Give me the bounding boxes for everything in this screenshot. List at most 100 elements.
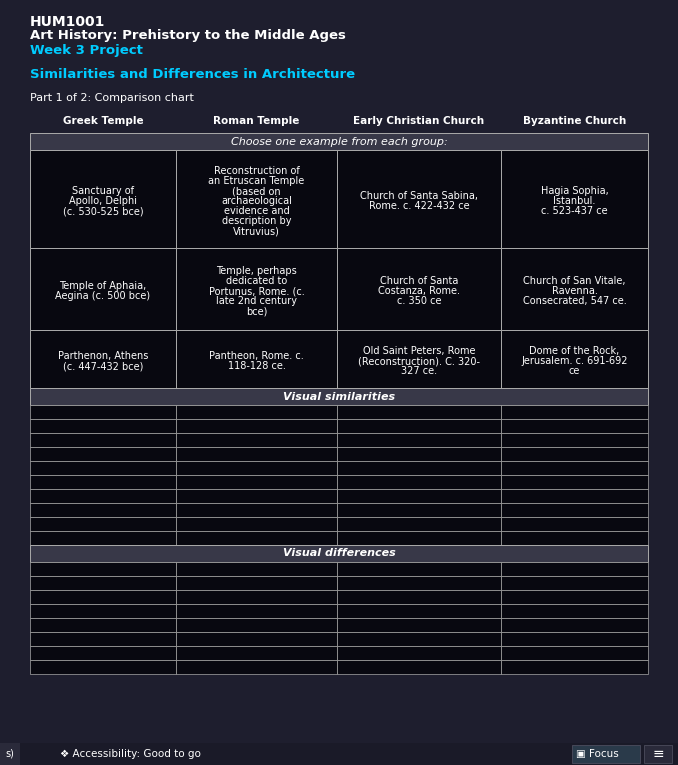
Bar xyxy=(176,646,337,660)
Bar xyxy=(501,618,648,632)
Text: Church of Santa: Church of Santa xyxy=(380,276,458,286)
Bar xyxy=(176,517,337,531)
Bar xyxy=(337,461,501,475)
Text: Byzantine Church: Byzantine Church xyxy=(523,116,626,126)
Bar xyxy=(501,150,648,248)
Bar xyxy=(501,248,648,330)
Text: Early Christian Church: Early Christian Church xyxy=(353,116,485,126)
Text: an Etruscan Temple: an Etruscan Temple xyxy=(208,176,304,186)
Text: Vitruvius): Vitruvius) xyxy=(233,226,280,236)
Bar xyxy=(30,660,176,674)
Bar xyxy=(30,576,176,590)
Bar xyxy=(501,576,648,590)
Text: ce: ce xyxy=(569,366,580,376)
Text: ▣ Focus: ▣ Focus xyxy=(576,749,619,759)
Text: evidence and: evidence and xyxy=(224,206,290,216)
Text: Parthenon, Athens: Parthenon, Athens xyxy=(58,351,148,361)
Bar xyxy=(337,447,501,461)
Bar xyxy=(176,150,337,248)
Bar xyxy=(501,475,648,489)
Text: Reconstruction of: Reconstruction of xyxy=(214,166,300,176)
Bar xyxy=(176,419,337,433)
Text: Consecrated, 547 ce.: Consecrated, 547 ce. xyxy=(523,296,626,306)
Bar xyxy=(30,503,176,517)
Bar xyxy=(501,433,648,447)
Bar xyxy=(30,133,648,150)
Bar xyxy=(0,743,20,765)
Bar xyxy=(176,405,337,419)
Text: Choose one example from each group:: Choose one example from each group: xyxy=(231,136,447,147)
Bar xyxy=(337,562,501,576)
Text: c. 523-437 ce: c. 523-437 ce xyxy=(541,206,607,216)
Text: Dome of the Rock,: Dome of the Rock, xyxy=(530,346,620,356)
Text: (c. 530-525 bce): (c. 530-525 bce) xyxy=(62,206,143,216)
Bar xyxy=(30,604,176,618)
Bar xyxy=(176,433,337,447)
Text: 327 ce.: 327 ce. xyxy=(401,366,437,376)
Bar xyxy=(501,604,648,618)
Bar xyxy=(501,419,648,433)
Bar xyxy=(501,461,648,475)
Bar xyxy=(176,447,337,461)
Bar xyxy=(176,503,337,517)
Text: dedicated to: dedicated to xyxy=(226,276,287,286)
Bar xyxy=(30,330,176,388)
Bar xyxy=(30,517,176,531)
Bar xyxy=(501,330,648,388)
Text: Jerusalem. c. 691-692: Jerusalem. c. 691-692 xyxy=(521,356,628,366)
Bar xyxy=(176,489,337,503)
Text: HUM1001: HUM1001 xyxy=(30,15,105,29)
Bar xyxy=(337,646,501,660)
Bar xyxy=(501,590,648,604)
Text: Similarities and Differences in Architecture: Similarities and Differences in Architec… xyxy=(30,68,355,81)
Bar xyxy=(337,248,501,330)
Text: Temple of Aphaia,: Temple of Aphaia, xyxy=(60,281,146,291)
Bar xyxy=(337,590,501,604)
Bar xyxy=(176,531,337,545)
Text: 118-128 ce.: 118-128 ce. xyxy=(228,361,285,371)
Text: Church of Santa Sabina,: Church of Santa Sabina, xyxy=(360,191,478,201)
Bar xyxy=(176,632,337,646)
Bar xyxy=(501,405,648,419)
Bar xyxy=(30,419,176,433)
Bar xyxy=(30,531,176,545)
Bar xyxy=(30,545,648,562)
Text: Costanza, Rome.: Costanza, Rome. xyxy=(378,286,460,296)
Bar xyxy=(30,388,648,405)
Bar xyxy=(176,248,337,330)
Bar xyxy=(501,562,648,576)
Bar xyxy=(644,745,672,763)
Bar xyxy=(337,531,501,545)
Text: description by: description by xyxy=(222,216,292,226)
Bar xyxy=(337,618,501,632)
Bar xyxy=(501,646,648,660)
Text: ❖ Accessibility: Good to go: ❖ Accessibility: Good to go xyxy=(60,749,201,759)
Bar xyxy=(30,150,176,248)
Bar xyxy=(30,447,176,461)
Bar xyxy=(337,489,501,503)
Bar xyxy=(176,576,337,590)
Text: archaeological: archaeological xyxy=(221,196,292,206)
Bar xyxy=(176,660,337,674)
Text: Rome. c. 422-432 ce: Rome. c. 422-432 ce xyxy=(369,201,469,211)
Bar xyxy=(337,433,501,447)
Text: Portunus, Rome. (c.: Portunus, Rome. (c. xyxy=(209,286,304,296)
Bar xyxy=(30,475,176,489)
Bar xyxy=(30,248,176,330)
Text: (Reconstruction). C. 320-: (Reconstruction). C. 320- xyxy=(358,356,480,366)
Text: Art History: Prehistory to the Middle Ages: Art History: Prehistory to the Middle Ag… xyxy=(30,29,346,42)
Bar xyxy=(337,419,501,433)
Bar xyxy=(176,590,337,604)
Bar xyxy=(30,646,176,660)
Bar xyxy=(0,743,678,765)
Text: Ravenna.: Ravenna. xyxy=(552,286,597,296)
Text: Istanbul.: Istanbul. xyxy=(553,196,596,206)
Bar xyxy=(176,562,337,576)
Text: late 2nd century: late 2nd century xyxy=(216,296,297,306)
Bar xyxy=(176,604,337,618)
Text: Hagia Sophia,: Hagia Sophia, xyxy=(540,186,608,196)
Bar xyxy=(30,433,176,447)
Bar xyxy=(30,632,176,646)
Bar xyxy=(501,660,648,674)
Text: Roman Temple: Roman Temple xyxy=(214,116,300,126)
